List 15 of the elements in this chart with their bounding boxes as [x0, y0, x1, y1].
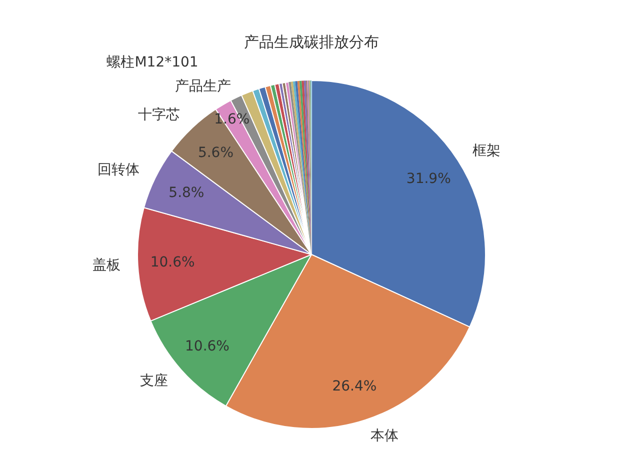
slice-label: 螺柱M12*101 — [106, 54, 198, 70]
slice-label: 盖板 — [92, 258, 120, 274]
slice-label: 支座 — [140, 372, 168, 389]
slice-label: 产品生产 — [174, 78, 231, 94]
data-label: 31.9% — [406, 170, 451, 187]
data-label: 10.6% — [185, 338, 230, 354]
data-label: 26.4% — [332, 378, 377, 395]
chart-title: 产品生成碳排放分布 — [244, 32, 379, 51]
data-label: 5.8% — [168, 185, 204, 202]
slice-label: 十字芯 — [138, 107, 180, 124]
slice-label: 回转体 — [98, 162, 140, 178]
slice-label: 本体 — [370, 428, 399, 444]
data-label: 5.6% — [198, 145, 234, 162]
data-label: 10.6% — [150, 254, 195, 270]
slice-label: 框架 — [472, 142, 501, 159]
